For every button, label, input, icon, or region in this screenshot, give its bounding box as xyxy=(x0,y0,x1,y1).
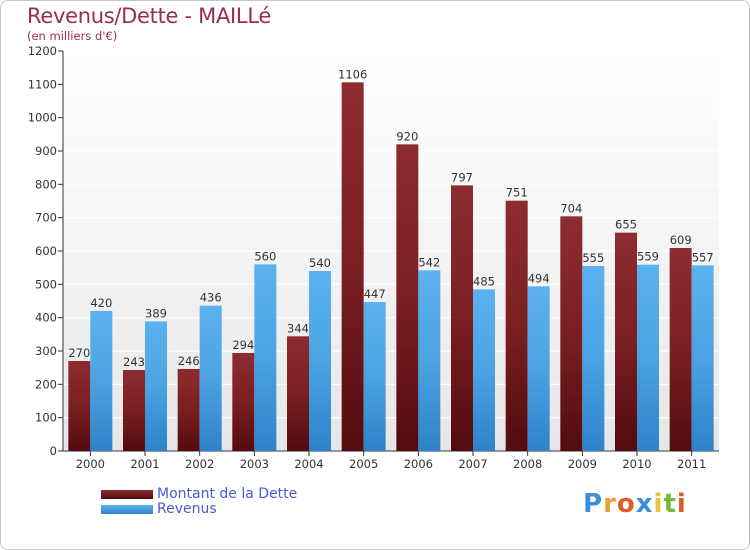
logo-letter: i xyxy=(653,489,664,519)
data-label-debt: 344 xyxy=(287,321,309,335)
proxiti-logo: Proxiti xyxy=(583,489,687,519)
bar-debt xyxy=(615,232,637,451)
bar-revenue xyxy=(637,264,659,451)
legend-label-debt: Montant de la Dette xyxy=(157,486,298,502)
x-tick-label: 2003 xyxy=(240,457,269,471)
bar-debt xyxy=(341,82,364,451)
data-label-debt: 704 xyxy=(560,201,582,215)
data-label-debt: 655 xyxy=(615,218,637,232)
logo-letter: o xyxy=(616,489,636,519)
bar-debt xyxy=(68,361,91,451)
data-label-debt: 797 xyxy=(451,170,473,184)
y-tick-label: 200 xyxy=(35,377,57,391)
bar-revenue xyxy=(582,266,605,451)
bar-debt xyxy=(451,185,473,452)
x-tick-label: 2008 xyxy=(513,457,542,471)
chart-title: Revenus/Dette - MAILLé xyxy=(27,4,271,28)
y-tick-label: 800 xyxy=(35,177,57,191)
y-tick-label: 900 xyxy=(35,144,57,158)
y-tick-label: 1200 xyxy=(28,44,57,58)
logo-letter: r xyxy=(603,489,617,519)
y-tick-label: 1100 xyxy=(28,77,57,91)
data-label-revenue: 494 xyxy=(528,271,550,285)
data-label-debt: 243 xyxy=(123,355,145,369)
y-tick-label: 500 xyxy=(35,277,57,291)
bar-debt xyxy=(669,248,692,451)
y-tick-label: 700 xyxy=(35,211,57,225)
bar-debt xyxy=(505,200,528,451)
logo-letter: t xyxy=(663,489,677,519)
legend-label-revenue: Revenus xyxy=(157,501,217,517)
legend-swatch-debt xyxy=(101,490,153,499)
logo-letter: x xyxy=(635,489,654,519)
data-label-revenue: 485 xyxy=(473,274,495,288)
x-tick-label: 2001 xyxy=(130,457,159,471)
data-label-debt: 1106 xyxy=(338,67,367,81)
y-tick-label: 1000 xyxy=(28,111,57,125)
data-label-debt: 609 xyxy=(670,233,692,247)
data-label-debt: 246 xyxy=(178,354,200,368)
data-label-revenue: 555 xyxy=(582,251,604,265)
data-label-revenue: 557 xyxy=(692,250,714,264)
x-tick-label: 2002 xyxy=(185,457,214,471)
y-tick-label: 300 xyxy=(35,344,57,358)
x-tick-label: 2007 xyxy=(458,457,487,471)
bar-revenue xyxy=(90,311,113,451)
legend-swatch-revenue xyxy=(101,505,153,514)
bar-debt xyxy=(177,369,200,451)
bar-debt xyxy=(123,370,145,451)
data-label-revenue: 420 xyxy=(90,296,112,310)
logo-letter: i xyxy=(676,489,687,519)
y-tick-label: 400 xyxy=(35,311,57,325)
bar-revenue xyxy=(473,289,495,451)
x-tick-label: 2006 xyxy=(404,457,433,471)
data-label-revenue: 540 xyxy=(309,256,331,270)
bar-revenue xyxy=(145,321,167,451)
x-tick-label: 2009 xyxy=(568,457,597,471)
y-tick-label: 0 xyxy=(50,444,57,458)
data-label-revenue: 436 xyxy=(200,291,222,305)
data-label-revenue: 447 xyxy=(364,287,386,301)
data-label-revenue: 389 xyxy=(145,306,167,320)
data-label-revenue: 560 xyxy=(254,249,276,263)
bar-revenue xyxy=(254,264,277,451)
bar-debt xyxy=(560,216,583,451)
data-label-debt: 294 xyxy=(232,338,254,352)
bar-debt xyxy=(232,353,255,451)
logo-letter: P xyxy=(583,489,604,519)
data-label-revenue: 559 xyxy=(637,250,659,264)
bar-revenue xyxy=(199,305,222,451)
x-tick-label: 2000 xyxy=(76,457,105,471)
x-tick-label: 2005 xyxy=(349,457,378,471)
x-tick-label: 2010 xyxy=(622,457,651,471)
bar-revenue xyxy=(418,270,441,451)
bar-revenue xyxy=(309,271,331,451)
bar-debt xyxy=(396,144,419,452)
bar-revenue xyxy=(363,302,386,451)
data-label-debt: 920 xyxy=(396,129,418,143)
x-tick-label: 2011 xyxy=(677,457,706,471)
x-tick-label: 2004 xyxy=(294,457,323,471)
bar-debt xyxy=(287,336,309,451)
data-label-revenue: 542 xyxy=(418,255,440,269)
chart-subtitle: (en milliers d'€) xyxy=(27,29,118,43)
bar-revenue xyxy=(691,265,714,451)
y-tick-label: 100 xyxy=(35,411,57,425)
y-tick-label: 600 xyxy=(35,244,57,258)
data-label-debt: 751 xyxy=(506,186,528,200)
data-label-debt: 270 xyxy=(68,346,90,360)
bar-revenue xyxy=(527,286,550,451)
